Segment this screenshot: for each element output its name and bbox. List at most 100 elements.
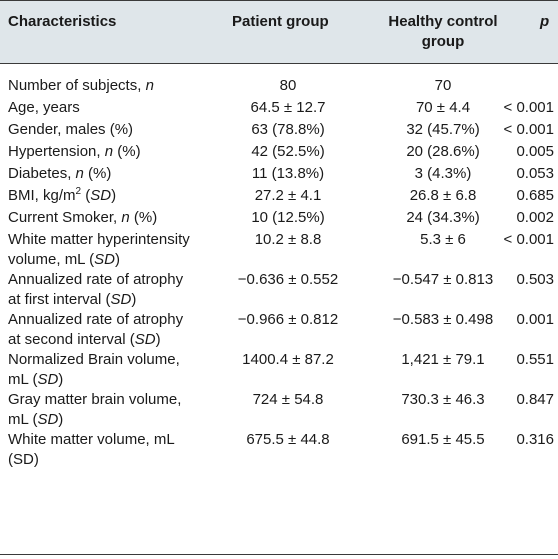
control-value: 70 ± 4.4	[415, 99, 471, 116]
label-text: Hypertension,	[8, 143, 105, 160]
p-value: < 0.001	[503, 121, 554, 138]
label-text: Current Smoker,	[8, 209, 122, 226]
label-text: at first interval (	[8, 291, 111, 308]
row-label: Hypertension, n (%)	[8, 142, 228, 162]
header-patient-group: Patient group	[232, 13, 329, 30]
row-label: Current Smoker, n (%)	[8, 208, 228, 228]
control-value: 70	[434, 77, 452, 94]
p-value: 0.847	[516, 391, 554, 408]
row-label: Diabetes, n (%)	[8, 164, 228, 184]
patient-value: 63 (78.8%)	[251, 121, 325, 138]
row-label: Annualized rate of atrophy at first inte…	[8, 270, 228, 310]
patient-value: −0.636 ± 0.552	[237, 271, 339, 288]
table-body: Number of subjects, n 80 70 Age, years 6…	[0, 76, 558, 470]
patient-value: 10.2 ± 8.8	[254, 231, 322, 248]
row-label: White matter hyperintensity volume, mL (…	[8, 230, 228, 270]
p-value: 0.005	[516, 143, 554, 160]
label-line2: mL (SD)	[8, 371, 64, 388]
label-line2: volume, mL (SD)	[8, 251, 120, 268]
label-line2: (SD)	[8, 451, 39, 468]
label-text: at second interval (	[8, 331, 135, 348]
label-text: Diabetes,	[8, 165, 76, 182]
patient-value: 64.5 ± 12.7	[250, 99, 326, 116]
label-text: volume, mL (	[8, 251, 95, 268]
patient-value: −0.966 ± 0.812	[237, 311, 339, 328]
p-value: 0.001	[516, 311, 554, 328]
label-line1: Annualized rate of atrophy	[8, 311, 184, 328]
label-superscript: 2	[75, 186, 82, 197]
table-header: Characteristics Patient group Healthy co…	[0, 0, 558, 64]
label-line1: White matter volume, mL	[8, 431, 175, 448]
row-label: Normalized Brain volume, mL (SD)	[8, 350, 228, 390]
table-row: BMI, kg/m2 (SD) 27.2 ± 4.1 26.8 ± 6.8 0.…	[0, 186, 558, 208]
label-text: mL (	[8, 371, 38, 388]
header-characteristics: Characteristics	[8, 13, 117, 30]
label-tail: (%)	[83, 165, 112, 182]
row-label: Number of subjects, n	[8, 76, 228, 96]
patient-value: 27.2 ± 4.1	[254, 187, 322, 204]
label-line1: Normalized Brain volume,	[8, 351, 180, 368]
table-row: Annualized rate of atrophy at first inte…	[0, 270, 558, 310]
table-row: Diabetes, n (%) 11 (13.8%) 3 (4.3%) 0.05…	[0, 164, 558, 186]
label-tail: (%)	[113, 143, 141, 160]
control-value: 3 (4.3%)	[414, 165, 472, 182]
p-value: < 0.001	[503, 231, 554, 248]
table-row: Gender, males (%) 63 (78.8%) 32 (45.7%) …	[0, 120, 558, 142]
p-value: 0.316	[516, 431, 554, 448]
control-value: 24 (34.3%)	[406, 209, 480, 226]
control-value: 1,421 ± 79.1	[401, 351, 485, 368]
label-italic: SD	[110, 291, 132, 308]
header-control-line2: group	[421, 33, 465, 50]
table-row: Age, years 64.5 ± 12.7 70 ± 4.4 < 0.001	[0, 98, 558, 120]
patient-value: 11 (13.8%)	[251, 165, 325, 182]
p-value: 0.551	[516, 351, 554, 368]
table-row: White matter volume, mL (SD) 675.5 ± 44.…	[0, 430, 558, 470]
label-line2: mL (SD)	[8, 411, 64, 428]
label-italic: n	[121, 209, 130, 226]
table-row: Annualized rate of atrophy at second int…	[0, 310, 558, 350]
table-row: Normalized Brain volume, mL (SD) 1400.4 …	[0, 350, 558, 390]
table-row: Hypertension, n (%) 42 (52.5%) 20 (28.6%…	[0, 142, 558, 164]
label-text: mL (	[8, 411, 38, 428]
label-text: Number of subjects,	[8, 77, 146, 94]
row-label: BMI, kg/m2 (SD)	[8, 186, 117, 205]
label-italic: SD	[94, 251, 115, 268]
label-italic: n	[104, 143, 114, 160]
control-value: 20 (28.6%)	[406, 143, 480, 160]
row-label: Gender, males (%)	[8, 121, 134, 138]
label-line2: at first interval (SD)	[8, 291, 137, 308]
patient-value: 1400.4 ± 87.2	[242, 351, 334, 368]
table-row: Number of subjects, n 80 70	[0, 76, 558, 98]
row-label: Age, years	[8, 99, 80, 116]
label-italic: SD	[37, 371, 59, 388]
control-value: −0.547 ± 0.813	[392, 271, 494, 288]
label-text: BMI, kg/m	[8, 187, 76, 204]
table-row: White matter hyperintensity volume, mL (…	[0, 230, 558, 270]
table-row: Gray matter brain volume, mL (SD) 724 ± …	[0, 390, 558, 430]
label-line1: Annualized rate of atrophy	[8, 271, 184, 288]
control-value: 691.5 ± 45.5	[401, 431, 485, 448]
patient-value: 10 (12.5%)	[251, 209, 325, 226]
control-value: 32 (45.7%)	[406, 121, 480, 138]
p-value: 0.503	[516, 271, 554, 288]
p-value: < 0.001	[503, 99, 554, 116]
label-italic: n	[145, 77, 154, 94]
row-label: Gray matter brain volume, mL (SD)	[8, 390, 228, 430]
patient-value: 42 (52.5%)	[251, 143, 325, 160]
p-value: 0.002	[516, 209, 554, 226]
patient-value: 724 ± 54.8	[252, 391, 324, 408]
row-label: White matter volume, mL (SD)	[8, 430, 228, 470]
patient-value: 675.5 ± 44.8	[246, 431, 330, 448]
label-tail: (%)	[129, 209, 158, 226]
control-value: −0.583 ± 0.498	[392, 311, 494, 328]
bottom-rule	[0, 554, 558, 555]
label-line2: at second interval (SD)	[8, 331, 161, 348]
p-value: 0.685	[516, 187, 554, 204]
header-control-line1: Healthy control	[388, 13, 498, 30]
table-row: Current Smoker, n (%) 10 (12.5%) 24 (34.…	[0, 208, 558, 230]
label-line1: White matter hyperintensity	[8, 231, 190, 248]
header-control-group: Healthy control group	[368, 12, 518, 52]
control-value: 5.3 ± 6	[420, 231, 466, 248]
label-italic: SD	[134, 331, 156, 348]
